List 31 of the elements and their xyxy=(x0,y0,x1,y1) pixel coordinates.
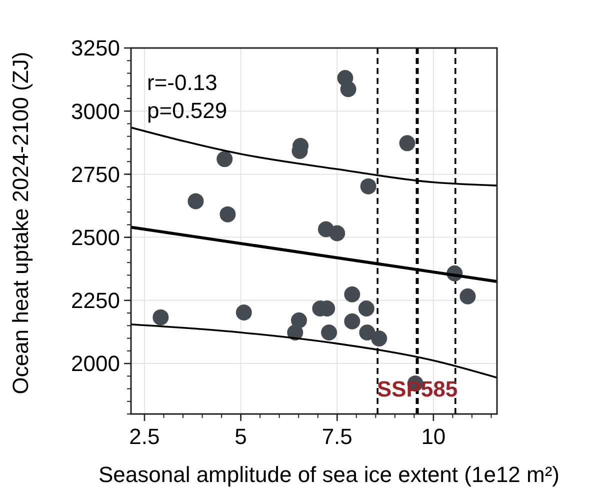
y-tick-label: 3000 xyxy=(71,98,120,124)
y-tick-label: 2500 xyxy=(71,225,120,250)
point xyxy=(220,206,236,222)
y-tick-label: 2250 xyxy=(71,288,120,314)
y-tick-label: 3250 xyxy=(71,36,120,61)
point xyxy=(371,330,388,347)
x-tick-label: 2.5 xyxy=(129,424,160,449)
point xyxy=(216,151,233,168)
x-tick-label: 5 xyxy=(234,424,247,449)
point xyxy=(358,300,374,316)
x-tick-label: 10 xyxy=(421,424,446,449)
point xyxy=(290,312,307,328)
y-tick-label: 2750 xyxy=(71,162,120,187)
point xyxy=(399,135,416,152)
point xyxy=(344,313,360,330)
point xyxy=(329,225,346,242)
x-tick-label: 7.5 xyxy=(322,424,352,449)
point xyxy=(340,81,356,98)
y-tick-label: 2000 xyxy=(71,351,120,376)
point xyxy=(460,288,476,304)
x-axis-title: Seasonal amplitude of sea ice extent (1e12 m²) xyxy=(98,462,560,487)
point xyxy=(236,304,252,321)
point xyxy=(359,324,376,340)
y-axis-title: Ocean heat uptake 2024-2100 (ZJ) xyxy=(8,52,33,394)
point xyxy=(321,324,338,340)
point xyxy=(188,193,204,210)
annotation: r=-0.13 xyxy=(147,70,218,95)
point xyxy=(344,286,360,302)
point xyxy=(360,178,376,194)
point xyxy=(152,309,169,326)
annotation: p=0.529 xyxy=(147,98,228,123)
